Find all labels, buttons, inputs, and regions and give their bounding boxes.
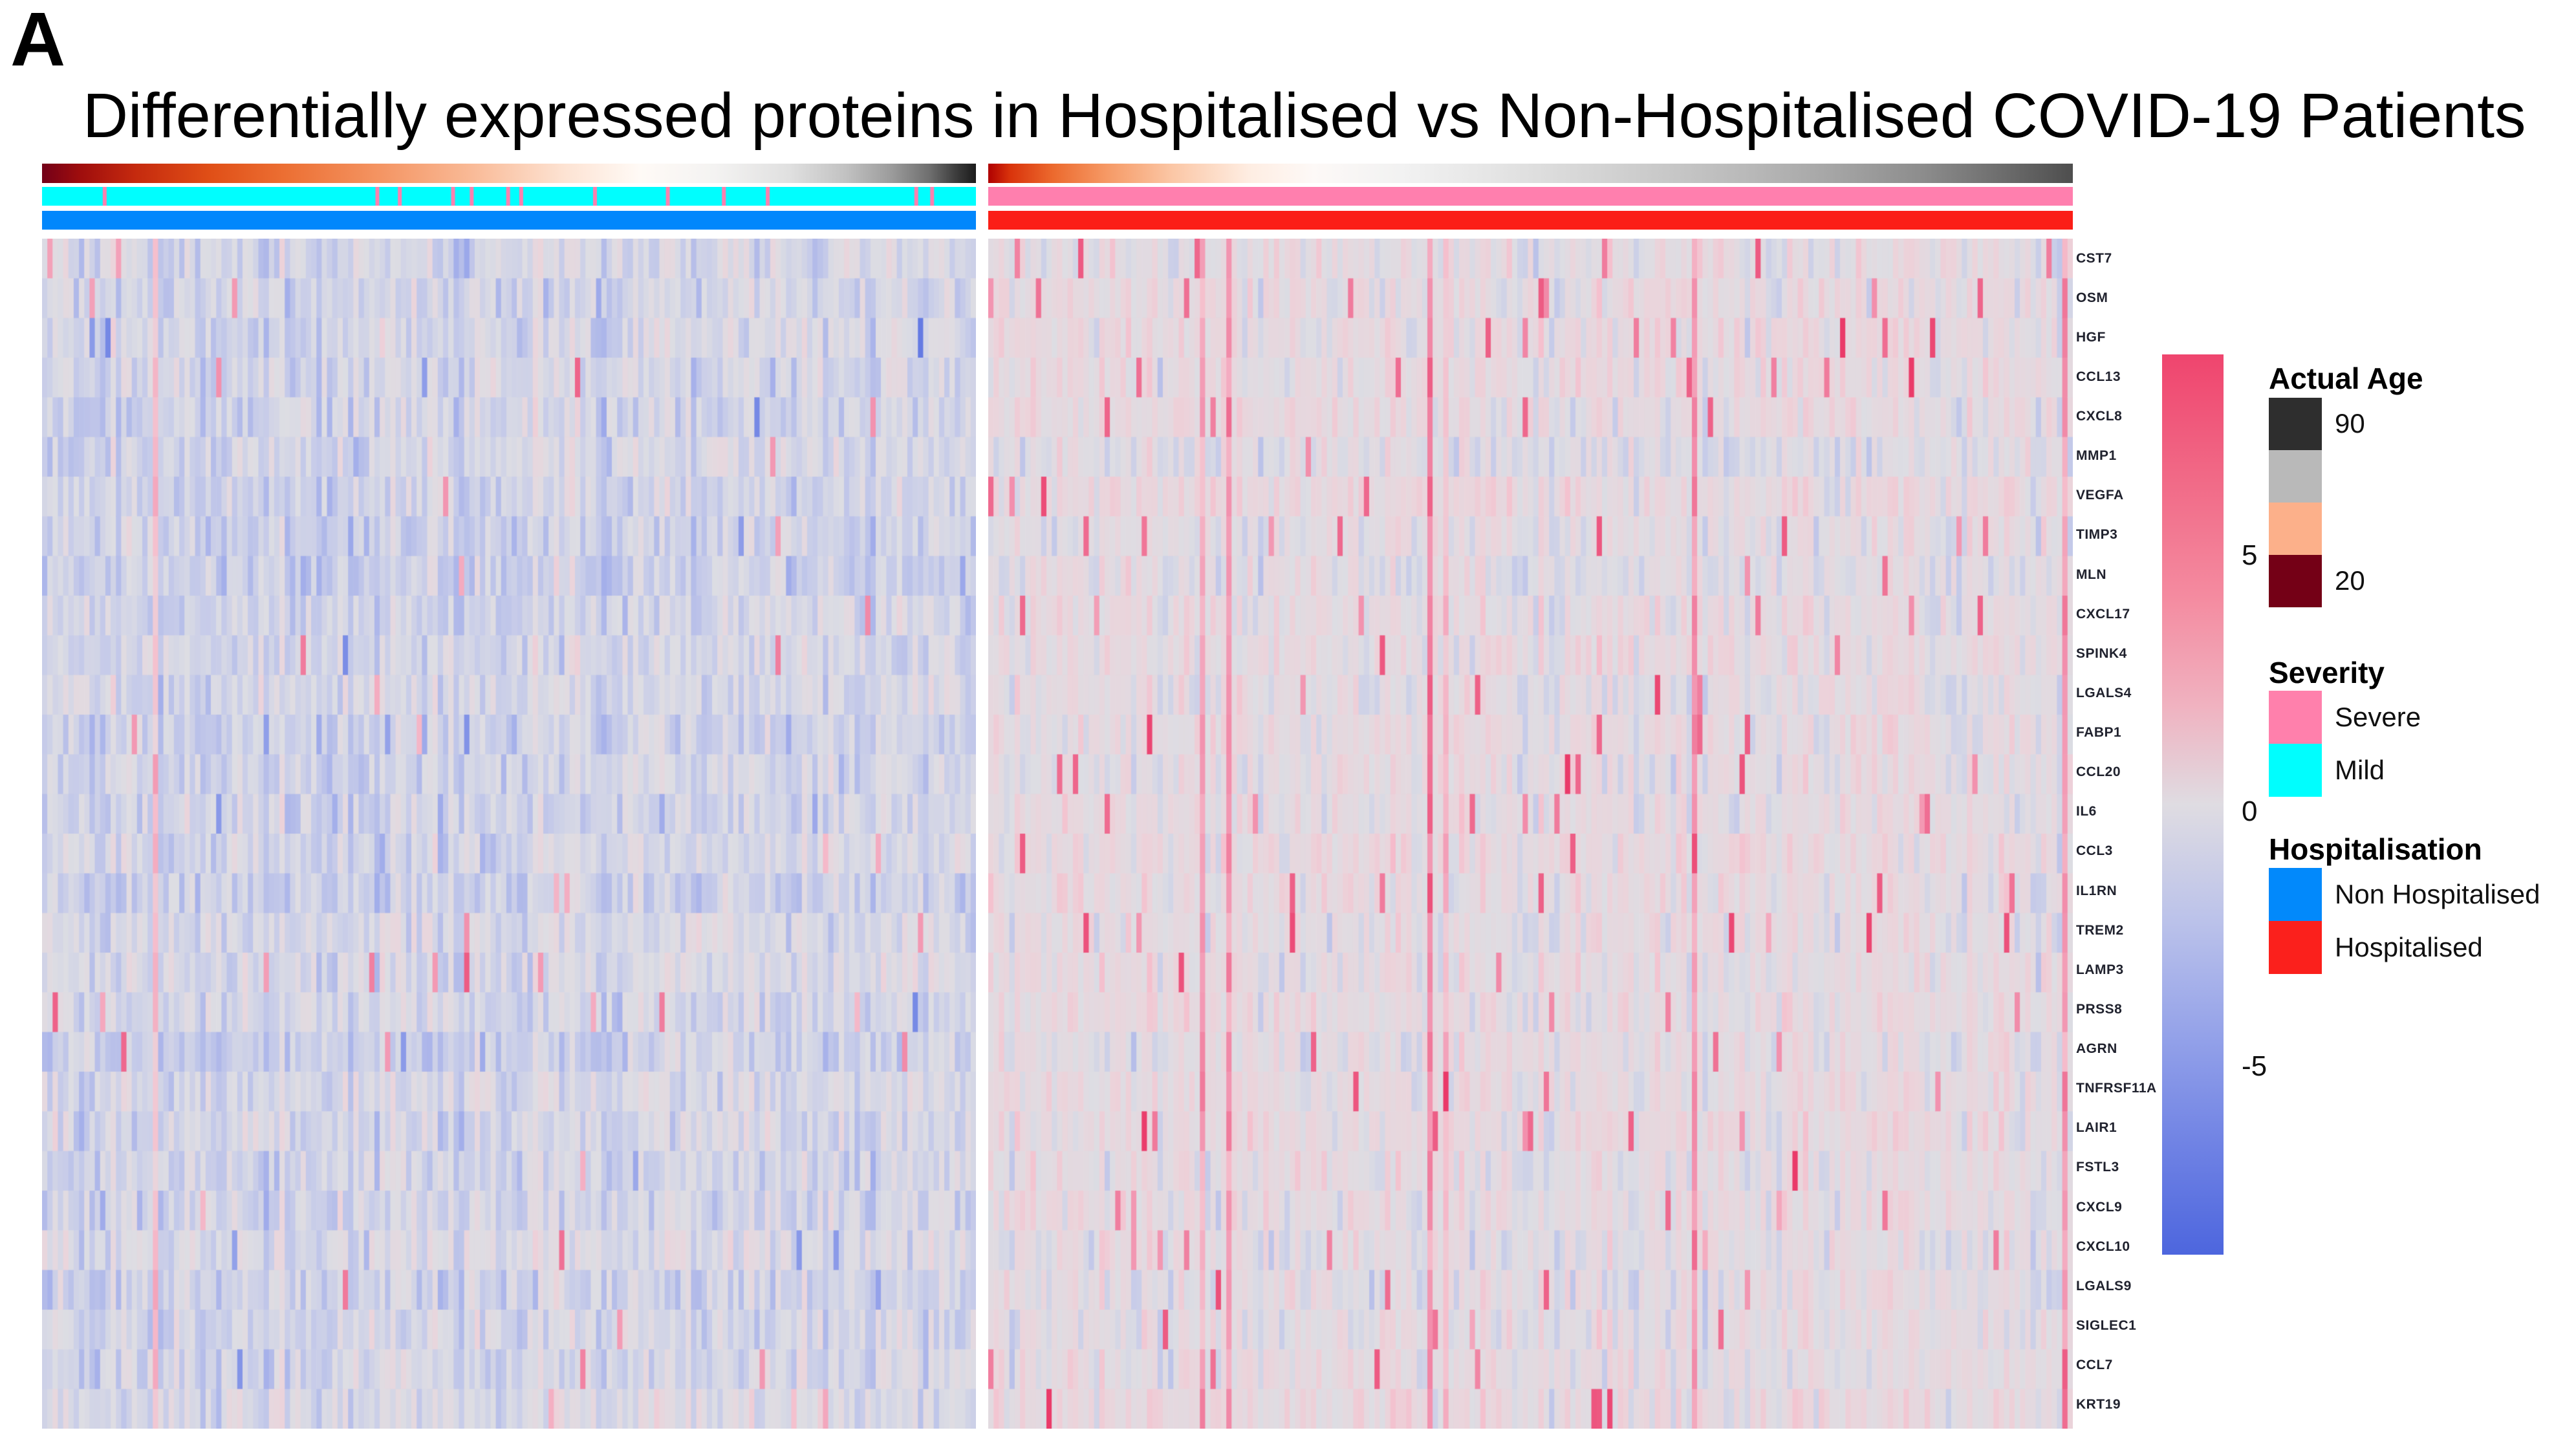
row-label: IL6 [2076,804,2097,819]
hospitalisation-legend-label-hosp: Hospitalised [2335,932,2483,962]
severity-annotation-bar-right [988,187,2073,206]
hospitalisation-legend-swatch-non [2269,868,2322,921]
row-label: PRSS8 [2076,1001,2123,1017]
age-legend-swatch-mid2 [2269,503,2322,555]
row-label: CCL7 [2076,1358,2113,1373]
row-label: LGALS9 [2076,1278,2132,1293]
age-legend-label-20: 20 [2335,565,2365,596]
row-label: AGRN [2076,1041,2117,1057]
row-label: LAMP3 [2076,962,2124,977]
row-label: HGF [2076,329,2106,345]
row-label: CCL20 [2076,764,2121,780]
row-label: TIMP3 [2076,527,2118,543]
colorbar-tick-neg5: -5 [2242,1050,2268,1082]
hospitalisation-legend-swatch-hosp [2269,921,2322,974]
row-label: CCL13 [2076,369,2121,384]
row-label: KRT19 [2076,1397,2121,1412]
row-label: TNFRSF11A [2076,1081,2157,1096]
hospitalisation-legend-title: Hospitalisation [2269,832,2482,866]
age-legend-swatch-90 [2269,398,2322,450]
severity-legend-swatch-mild [2269,744,2322,797]
figure-title: Differentially expressed proteins in Hos… [83,80,2526,151]
hospitalisation-legend-label-non: Non Hospitalised [2335,879,2540,909]
row-label: FSTL3 [2076,1160,2119,1175]
row-label: CXCL9 [2076,1199,2123,1215]
row-label: MMP1 [2076,448,2117,464]
row-label: CXCL17 [2076,606,2130,622]
age-annotation-bar-right [988,164,2073,183]
expression-colorbar [2162,354,2224,1255]
age-legend-swatch-20 [2269,555,2322,607]
row-label: TREM2 [2076,922,2124,938]
row-label: CCL3 [2076,843,2113,859]
age-legend-label-90: 90 [2335,408,2365,438]
row-label: MLN [2076,567,2106,582]
protein-row-labels: CST7 OSM HGF CCL13 CXCL8 MMP1 VEGFA TIMP3 MLN CXC… [2076,239,2244,1429]
age-annotation-bar-left [42,164,976,183]
severity-annotation-bar-left [42,187,976,206]
heatmap-block-non-hospitalised [42,239,976,1429]
severity-legend-title: Severity [2269,656,2385,689]
row-label: CXCL8 [2076,409,2123,424]
row-label: LGALS4 [2076,685,2132,700]
heatmap-block-hospitalised [988,239,2073,1429]
severity-legend-swatch-severe [2269,691,2322,744]
row-label: SPINK4 [2076,645,2127,661]
age-legend-swatch-mid1 [2269,450,2322,503]
row-label: FABP1 [2076,725,2122,741]
colorbar-tick-5: 5 [2242,539,2258,571]
row-label: CXCL10 [2076,1239,2130,1254]
age-legend-title: Actual Age [2269,362,2423,395]
panel-letter: A [10,0,66,82]
row-label: IL1RN [2076,883,2117,898]
row-label: OSM [2076,290,2108,305]
row-label: LAIR1 [2076,1120,2117,1136]
row-label: CST7 [2076,250,2112,266]
hospitalisation-annotation-bar-right [988,211,2073,230]
hospitalisation-annotation-bar-left [42,211,976,230]
severity-legend-label-severe: Severe [2335,702,2421,732]
severity-legend-label-mild: Mild [2335,755,2385,785]
row-label: VEGFA [2076,488,2124,503]
row-label: SIGLEC1 [2076,1317,2137,1333]
colorbar-tick-0: 0 [2242,795,2258,827]
